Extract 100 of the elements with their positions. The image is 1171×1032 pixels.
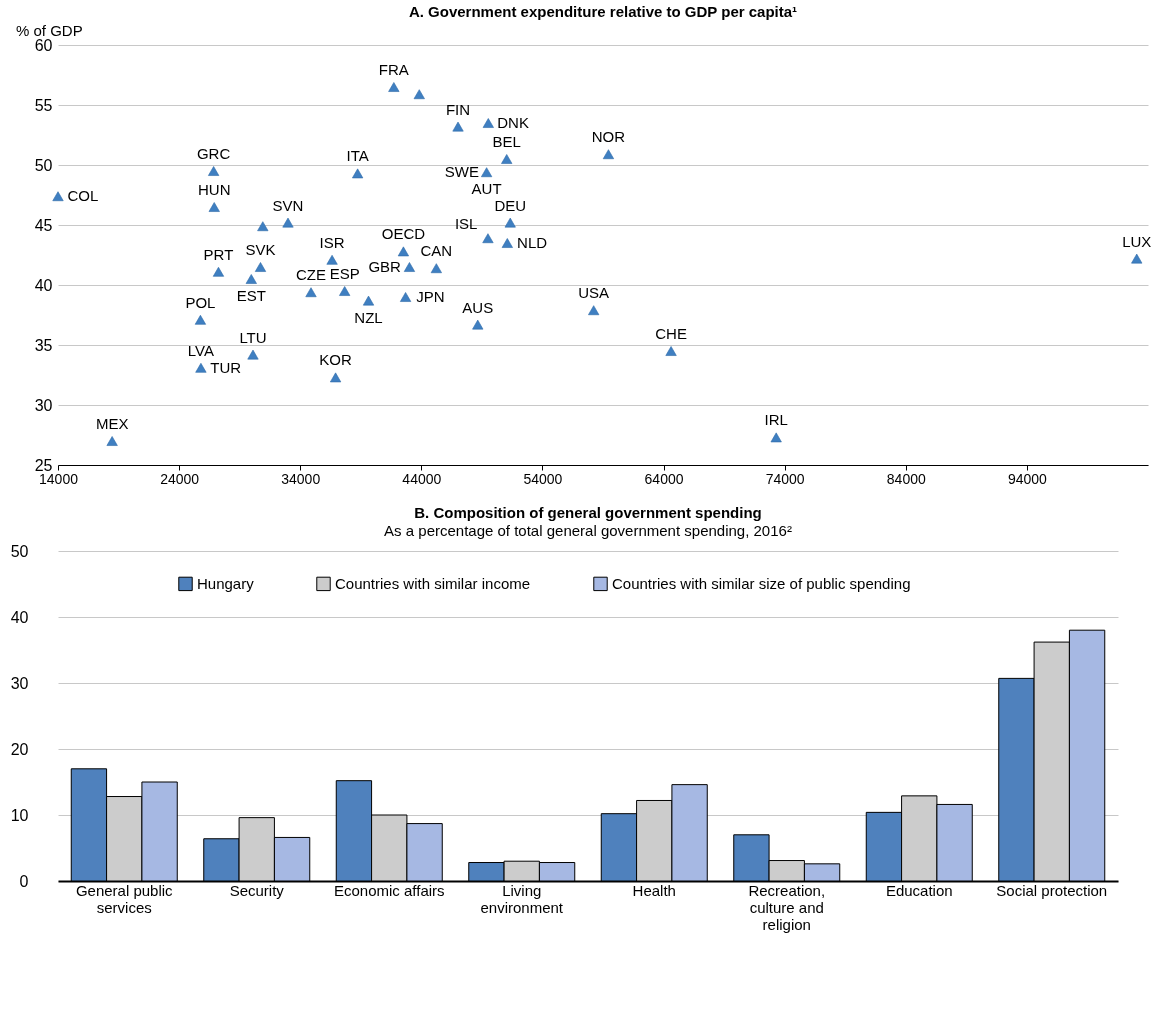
point [602, 149, 614, 160]
point [305, 287, 317, 298]
y-tick-label: 40 [10, 608, 29, 626]
annotation: CHE [655, 325, 687, 342]
point [212, 266, 225, 277]
annotation: ESP [329, 265, 360, 282]
point [326, 254, 338, 265]
y-tick-label: 40 [34, 276, 53, 294]
point [339, 286, 351, 296]
annotation: MEX [95, 415, 129, 432]
point [770, 432, 782, 443]
annotation: AUS [462, 298, 494, 316]
x-tick-label: 84000 [886, 470, 926, 487]
x-tick-label: 94000 [1007, 470, 1048, 487]
annotation: HUN [197, 181, 231, 198]
annotation: SWE [444, 163, 479, 181]
point [245, 274, 257, 284]
annotation: POL [185, 293, 216, 311]
point [413, 89, 425, 100]
point [195, 362, 207, 373]
legend-label: Countries with similar income [335, 574, 531, 592]
x-tick-label: 24000 [160, 470, 200, 487]
point [330, 372, 342, 383]
annotation: NZL [354, 308, 383, 326]
point [254, 262, 267, 272]
x-tick-label: General public services [75, 881, 174, 916]
point [282, 217, 294, 228]
chart-title: B. Composition of general government spending [414, 504, 762, 521]
point [257, 221, 269, 232]
point [397, 246, 409, 257]
point [194, 314, 206, 325]
x-tick-label: Social protection [996, 881, 1108, 899]
point [501, 154, 513, 164]
point [403, 262, 416, 272]
x-tick-label: 34000 [281, 470, 321, 487]
annotation: ISR [319, 233, 345, 251]
y-tick-label: 50 [10, 542, 29, 560]
point [452, 121, 464, 132]
point [1131, 253, 1143, 264]
annotation: AUT [471, 180, 502, 198]
legend-label: Hungary [197, 574, 255, 592]
point [352, 168, 364, 179]
y-axis-title: % of GDP [16, 22, 83, 39]
annotation: SVK [245, 241, 276, 258]
point [52, 191, 64, 202]
y-tick-label: 0 [19, 872, 29, 890]
annotation: USA [578, 284, 610, 302]
point [400, 292, 412, 302]
annotation: GBR [368, 258, 402, 275]
annotation: TUR [210, 358, 242, 376]
point [106, 436, 118, 446]
y-tick-label: 55 [34, 96, 53, 114]
annotation: DNK [497, 114, 529, 131]
annotation: NOR [591, 128, 626, 146]
chart-subtitle: As a percentage of total general government spending, 2016² [384, 522, 792, 539]
point [208, 202, 220, 212]
x-tick-label: Education [885, 881, 953, 899]
x-tick-label: Health [632, 881, 676, 899]
annotation: EST [236, 287, 266, 304]
annotation: DEU [494, 196, 527, 214]
annotation: FIN [445, 100, 471, 118]
point [665, 346, 677, 356]
point [588, 305, 600, 316]
annotation: SVN [272, 196, 304, 214]
chart-title: A. Government expenditure relative to GDP per capita¹ [408, 3, 798, 20]
point [482, 118, 494, 128]
point [247, 349, 259, 360]
x-tick-label: Security [229, 881, 285, 899]
y-tick-label: 20 [10, 740, 29, 758]
x-tick-label: Living environment [480, 881, 564, 916]
y-tick-label: 45 [34, 216, 53, 234]
y-tick-label: 30 [10, 674, 29, 692]
annotation: LVA [187, 341, 214, 359]
annotation: LUX [1122, 232, 1152, 250]
annotation: KOR [319, 351, 352, 369]
annotation: ISL [454, 215, 478, 233]
x-tick-label: 64000 [644, 470, 684, 487]
annotation: ITA [346, 147, 369, 165]
annotation: BEL [492, 133, 521, 150]
annotation: OECD [381, 225, 426, 243]
point [482, 233, 494, 244]
y-tick-label: 60 [34, 36, 53, 54]
legend-label: Countries with similar size of public spending [612, 574, 911, 592]
x-tick-label: 54000 [523, 470, 563, 487]
x-tick-label: Recreation, culture and religion [748, 881, 826, 933]
point [504, 217, 516, 228]
annotation: CAN [420, 242, 453, 260]
point [430, 263, 442, 274]
y-tick-label: 10 [10, 806, 29, 824]
x-tick-label: Economic affairs [333, 881, 445, 899]
x-tick-label: 44000 [402, 470, 442, 487]
annotation: CZE [296, 266, 326, 284]
annotation: IRL [764, 411, 788, 429]
y-tick-label: 50 [34, 156, 53, 174]
annotation: PRT [203, 245, 234, 263]
annotation: LTU [239, 328, 267, 346]
point [472, 319, 484, 330]
point [362, 295, 375, 306]
annotation: COL [67, 187, 99, 205]
annotation: JPN [416, 288, 445, 305]
